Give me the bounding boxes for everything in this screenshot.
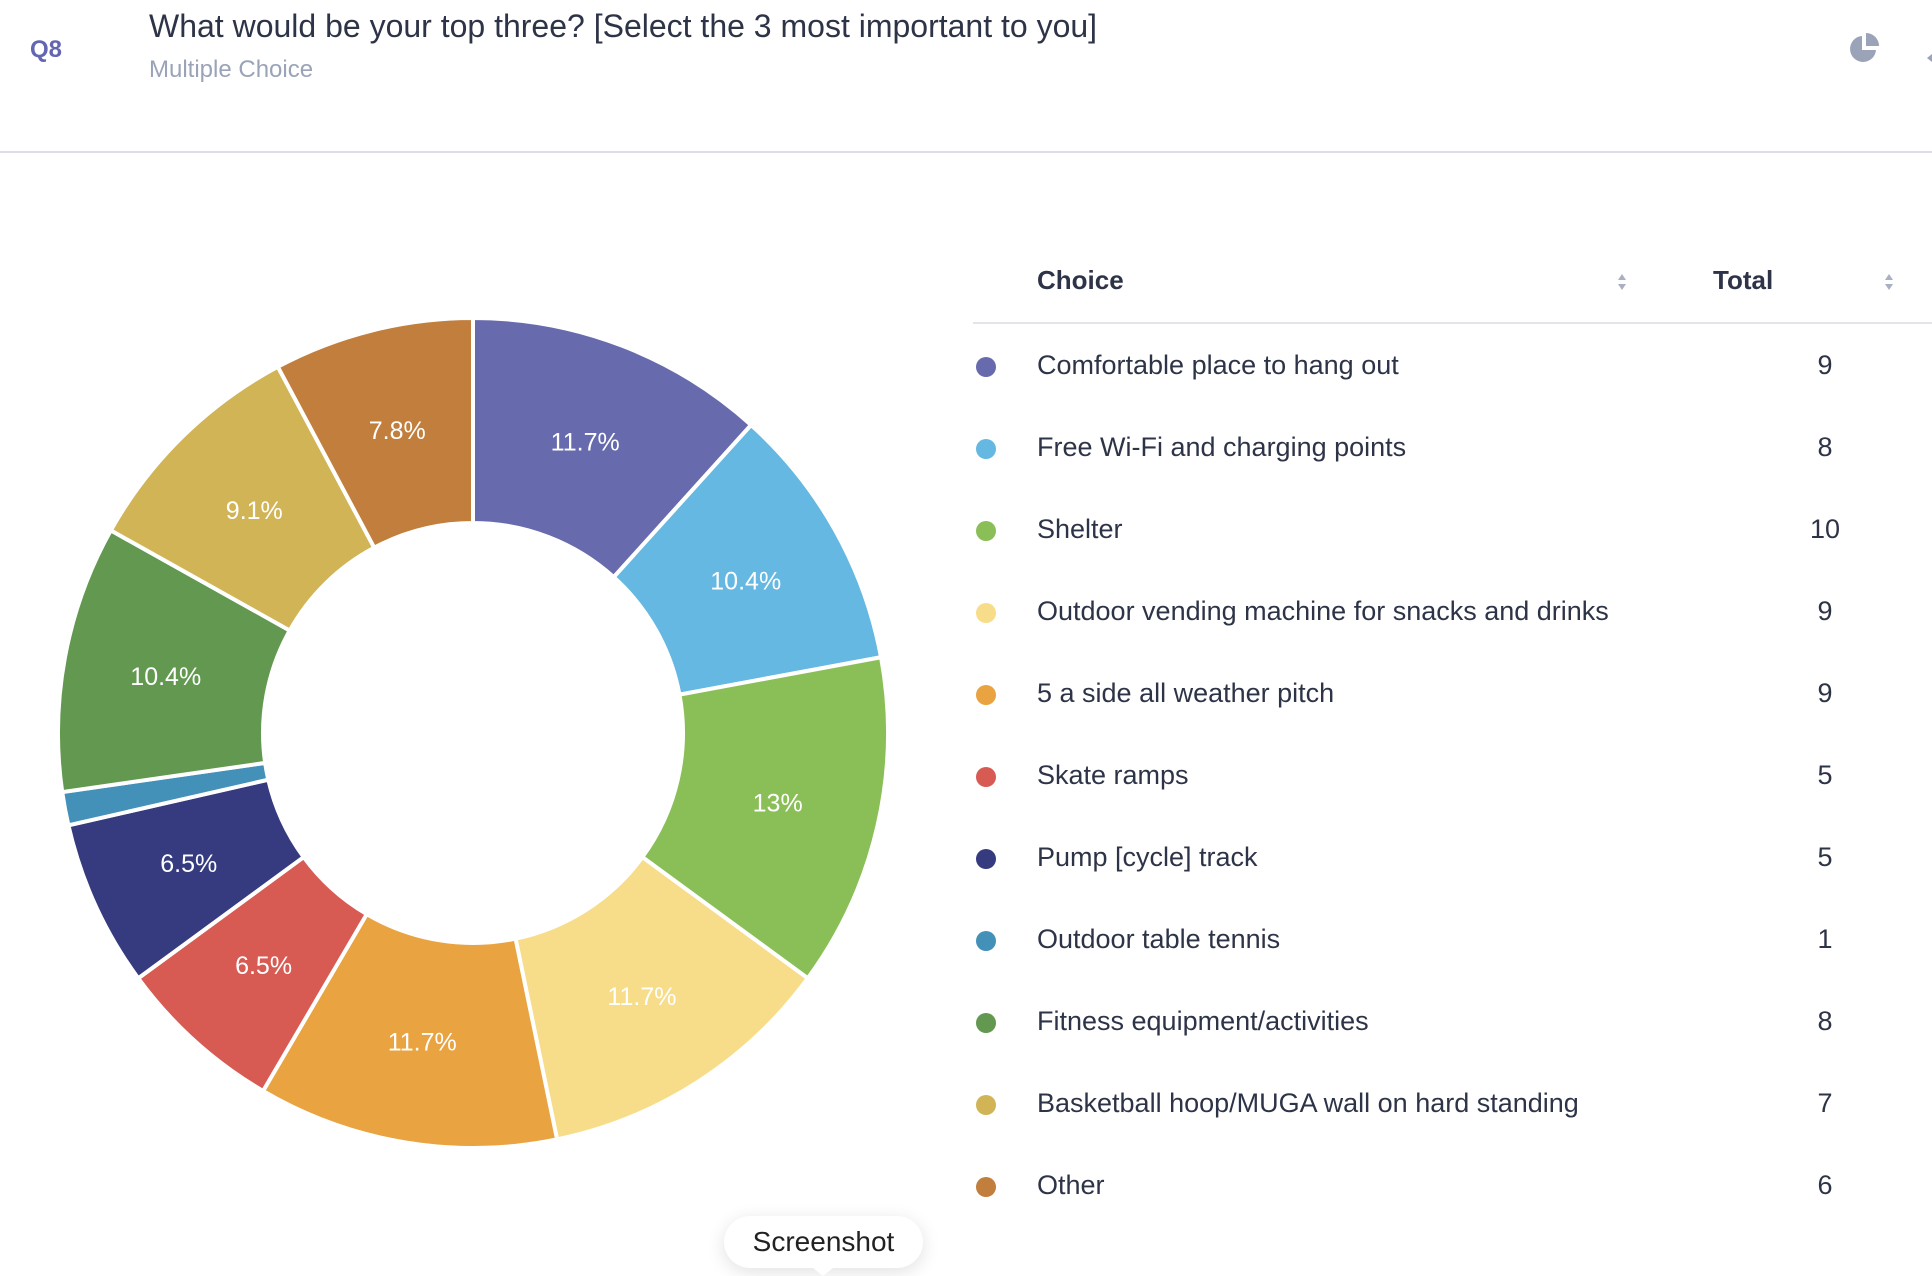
choice-total: 9 xyxy=(1817,596,1833,626)
choice-total: 8 xyxy=(1817,1006,1833,1036)
choice-label: Skate ramps xyxy=(1037,760,1189,790)
table-row[interactable]: Outdoor vending machine for snacks and d… xyxy=(973,582,1932,642)
sort-arrows-icon[interactable] xyxy=(1883,270,1895,294)
slice-data-label: 6.5% xyxy=(235,952,292,980)
choice-total: 1 xyxy=(1817,924,1833,954)
slice-data-label: 11.7% xyxy=(388,1028,457,1056)
slice-data-label: 9.1% xyxy=(226,497,283,525)
column-header-total[interactable]: Total xyxy=(1713,265,1774,295)
table-row[interactable]: Other 6 xyxy=(973,1156,1932,1216)
choice-label: Free Wi-Fi and charging points xyxy=(1037,432,1407,462)
question-title: What would be your top three? [Select th… xyxy=(149,8,1098,44)
legend-color-dot xyxy=(976,685,996,705)
choice-total: 7 xyxy=(1817,1088,1833,1118)
legend-color-dot xyxy=(976,1013,996,1033)
screenshot-tooltip: Screenshot xyxy=(724,1216,923,1276)
donut-slice[interactable] xyxy=(639,654,890,982)
choice-label: 5 a side all weather pitch xyxy=(1037,678,1335,708)
legend-color-dot xyxy=(976,439,996,459)
table-row[interactable]: Comfortable place to hang out 9 xyxy=(973,336,1932,396)
choice-total: 5 xyxy=(1817,842,1833,872)
choice-total: 5 xyxy=(1817,760,1833,790)
table-row[interactable]: Pump [cycle] track 5 xyxy=(973,828,1932,888)
legend-color-dot xyxy=(976,849,996,869)
sort-arrows-icon[interactable] xyxy=(1616,270,1628,294)
legend-color-dot xyxy=(976,521,996,541)
choice-label: Outdoor table tennis xyxy=(1037,924,1281,954)
slice-data-label: 11.7% xyxy=(551,428,620,456)
legend-color-dot xyxy=(976,767,996,787)
choice-total: 10 xyxy=(1809,514,1841,544)
donut-slice[interactable] xyxy=(260,911,560,1150)
choice-label: Pump [cycle] track xyxy=(1037,842,1258,872)
table-divider xyxy=(973,322,1932,324)
table-row[interactable]: Shelter 10 xyxy=(973,500,1932,560)
choice-label: Outdoor vending machine for snacks and d… xyxy=(1037,596,1609,626)
legend-color-dot xyxy=(976,1095,996,1115)
donut-slice[interactable] xyxy=(471,315,754,580)
choice-total: 8 xyxy=(1817,432,1833,462)
header-divider xyxy=(0,151,1932,153)
question-number: Q8 xyxy=(30,36,63,63)
choice-label: Shelter xyxy=(1037,514,1123,544)
choice-label: Other xyxy=(1037,1170,1105,1200)
legend-color-dot xyxy=(976,603,996,623)
legend-color-dot xyxy=(976,931,996,951)
table-row[interactable]: 5 a side all weather pitch 9 xyxy=(973,664,1932,724)
donut-slice[interactable] xyxy=(513,854,811,1142)
slice-data-label: 10.4% xyxy=(130,663,201,691)
donut-chart: 11.7% 10.4% 13% 11.7% 11.7% 6.5% 6.5% 10.4% 9.1%… xyxy=(56,315,890,1150)
slice-data-label: 11.7% xyxy=(607,983,676,1011)
choice-total: 6 xyxy=(1817,1170,1833,1200)
choice-total: 9 xyxy=(1817,350,1833,380)
slice-data-label: 6.5% xyxy=(160,850,217,878)
slice-data-label: 13% xyxy=(753,790,803,818)
column-header-choice[interactable]: Choice xyxy=(1037,265,1124,295)
choice-total: 9 xyxy=(1817,678,1833,708)
table-row[interactable]: Fitness equipment/activities 8 xyxy=(973,992,1932,1052)
choice-label: Comfortable place to hang out xyxy=(1037,350,1399,380)
table-row[interactable]: Basketball hoop/MUGA wall on hard standi… xyxy=(973,1074,1932,1134)
table-row[interactable]: Outdoor table tennis 1 xyxy=(973,910,1932,970)
legend-color-dot xyxy=(976,1177,996,1197)
donut-slice[interactable] xyxy=(275,315,475,551)
choice-label: Fitness equipment/activities xyxy=(1037,1006,1369,1036)
slice-data-label: 10.4% xyxy=(710,567,781,595)
legend-color-dot xyxy=(976,357,996,377)
table-row[interactable]: Free Wi-Fi and charging points 8 xyxy=(973,418,1932,478)
slice-data-label: 7.8% xyxy=(369,417,426,445)
pie-chart-icon[interactable] xyxy=(1848,31,1882,65)
choice-label: Basketball hoop/MUGA wall on hard standi… xyxy=(1037,1088,1579,1118)
chevron-left-icon[interactable] xyxy=(1926,50,1932,62)
question-type: Multiple Choice xyxy=(149,56,314,83)
table-row[interactable]: Skate ramps 5 xyxy=(973,746,1932,806)
